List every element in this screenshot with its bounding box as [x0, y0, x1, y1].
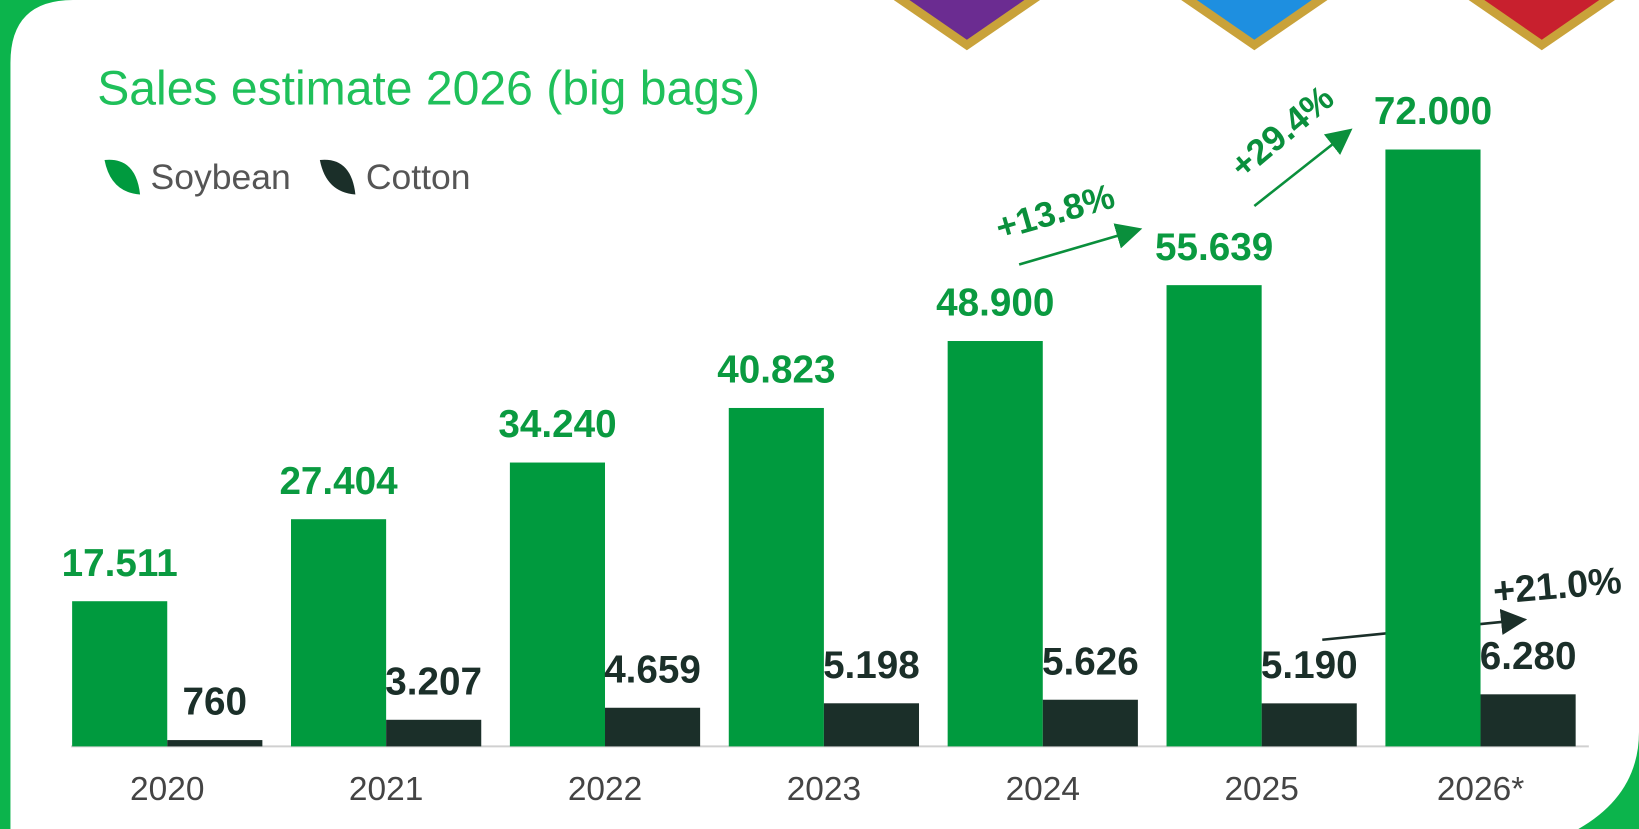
legend-label: Soybean — [151, 157, 291, 197]
x-tick-label: 2026* — [1437, 771, 1524, 808]
bar — [509, 462, 606, 747]
value-label: 5.190 — [1261, 644, 1358, 687]
x-tick-label: 2021 — [349, 771, 423, 808]
bar — [823, 703, 920, 747]
bar — [386, 719, 482, 747]
x-tick-label: 2025 — [1224, 771, 1298, 808]
bar — [72, 601, 168, 747]
bar — [167, 740, 263, 747]
legend-swatch — [319, 159, 356, 195]
x-tick-label: 2024 — [1006, 771, 1080, 808]
bar — [1166, 285, 1262, 747]
value-label: 72.000 — [1374, 90, 1492, 133]
bar — [605, 707, 701, 747]
value-label: 48.900 — [936, 282, 1054, 325]
legend-swatch — [104, 159, 141, 195]
bar — [1480, 694, 1576, 747]
value-label: 6.280 — [1480, 635, 1577, 678]
bar — [1385, 149, 1481, 747]
legend-label: Cotton — [366, 157, 471, 197]
x-tick-label: 2023 — [787, 771, 861, 808]
value-label: 17.511 — [62, 542, 178, 585]
chart-title: Sales estimate 2026 (big bags) — [97, 62, 760, 116]
value-label: 27.404 — [279, 460, 398, 503]
value-label: 34.240 — [498, 403, 616, 446]
bar — [947, 341, 1043, 747]
decor-badges — [893, 0, 1615, 51]
x-tick-label: 2020 — [130, 771, 204, 808]
value-label: 4.659 — [604, 648, 701, 691]
bar — [291, 519, 387, 747]
value-label: 55.639 — [1155, 226, 1273, 269]
value-label: 760 — [183, 681, 248, 724]
bar — [1261, 703, 1357, 747]
value-label: 5.198 — [823, 644, 920, 687]
value-label: 3.207 — [385, 660, 482, 703]
bar — [728, 407, 824, 747]
value-label: 5.626 — [1042, 640, 1139, 683]
value-label: 40.823 — [717, 349, 835, 392]
bar — [1042, 699, 1138, 747]
x-tick-label: 2022 — [568, 771, 642, 808]
